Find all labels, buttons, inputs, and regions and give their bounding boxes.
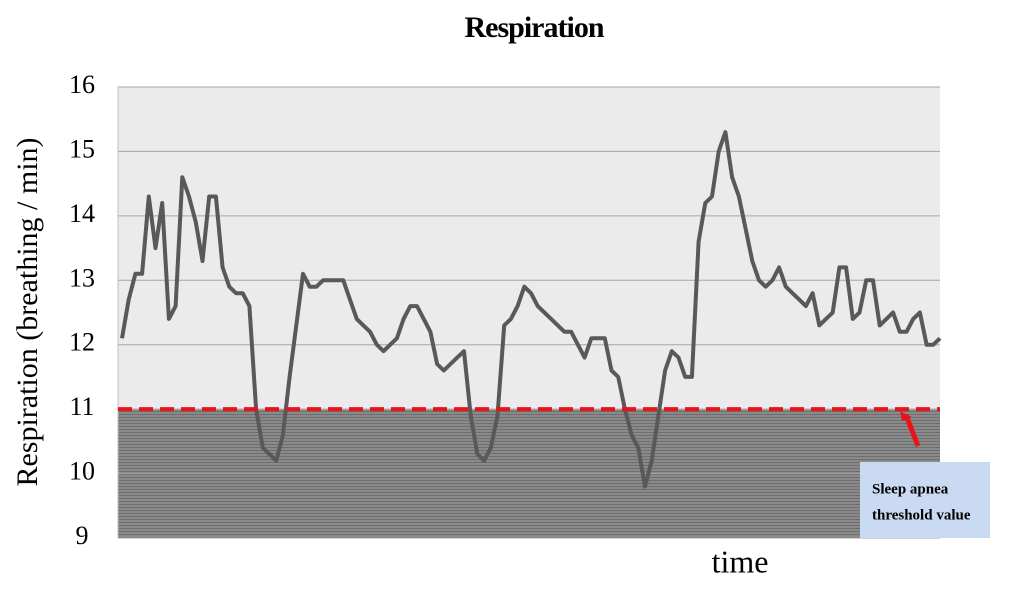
annotation-text: threshold value xyxy=(872,507,971,523)
y-tick-label: 9 xyxy=(76,521,89,550)
annotation-arrowhead xyxy=(900,411,912,422)
y-tick-label: 15 xyxy=(69,134,95,163)
y-axis-label: Respiration (breathing / min) xyxy=(11,137,44,486)
y-tick-label: 14 xyxy=(69,199,95,228)
y-tick-label: 11 xyxy=(69,392,94,421)
plot: 9 10 11 12 13 14 15 16 xyxy=(69,70,942,550)
y-tick-label: 13 xyxy=(69,263,95,292)
annotation-arrow xyxy=(903,414,921,447)
series-line xyxy=(120,130,942,489)
x-axis-label: time xyxy=(712,543,769,579)
y-tick-label: 12 xyxy=(69,328,95,357)
chart-title: Respiration xyxy=(465,11,605,44)
y-tick-label: 16 xyxy=(69,70,95,99)
annotation-text: Sleep apnea xyxy=(872,481,949,497)
annotation-box xyxy=(860,462,990,538)
y-tick-label: 10 xyxy=(69,457,95,486)
